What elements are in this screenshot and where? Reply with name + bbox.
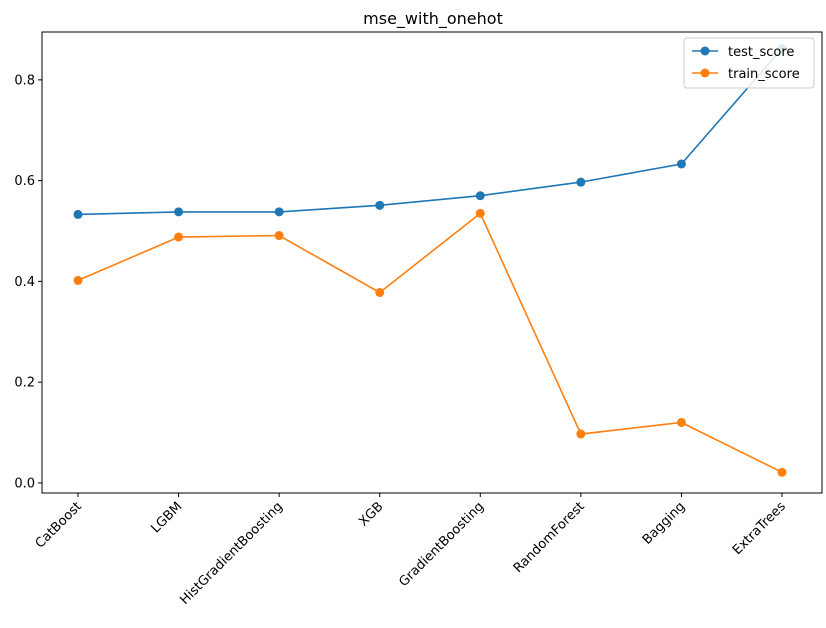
series-line-test_score xyxy=(77,48,783,216)
chart-title: mse_with_onehot xyxy=(363,9,503,29)
y-tick-label: 0.8 xyxy=(14,73,35,88)
data-point-test_score-2 xyxy=(274,207,284,217)
data-point-train_score-0 xyxy=(73,275,83,285)
data-point-test_score-4 xyxy=(475,191,485,201)
data-point-test_score-0 xyxy=(73,209,83,219)
data-point-test_score-3 xyxy=(375,200,385,210)
legend-label-train_score: train_score xyxy=(728,67,800,82)
data-point-test_score-6 xyxy=(676,159,686,169)
axes-frame xyxy=(41,31,823,494)
data-point-train_score-3 xyxy=(375,287,385,297)
data-point-train_score-5 xyxy=(576,429,586,439)
data-point-train_score-1 xyxy=(174,232,184,242)
y-tick-label: 0.0 xyxy=(14,476,35,491)
legend: test_score train_score xyxy=(683,37,815,89)
series-line-train_score xyxy=(77,212,783,474)
y-tick-label: 0.4 xyxy=(14,275,35,290)
legend-marker-test_score xyxy=(700,46,710,56)
data-point-train_score-2 xyxy=(274,231,284,241)
data-point-test_score-1 xyxy=(174,207,184,217)
data-point-test_score-5 xyxy=(576,177,586,187)
y-tick-label: 0.6 xyxy=(14,174,35,189)
data-point-train_score-7 xyxy=(777,467,787,477)
legend-label-test_score: test_score xyxy=(728,45,794,60)
legend-marker-train_score xyxy=(700,68,710,78)
data-point-train_score-4 xyxy=(475,208,485,218)
data-point-train_score-6 xyxy=(676,417,686,427)
y-tick-label: 0.2 xyxy=(14,376,35,391)
